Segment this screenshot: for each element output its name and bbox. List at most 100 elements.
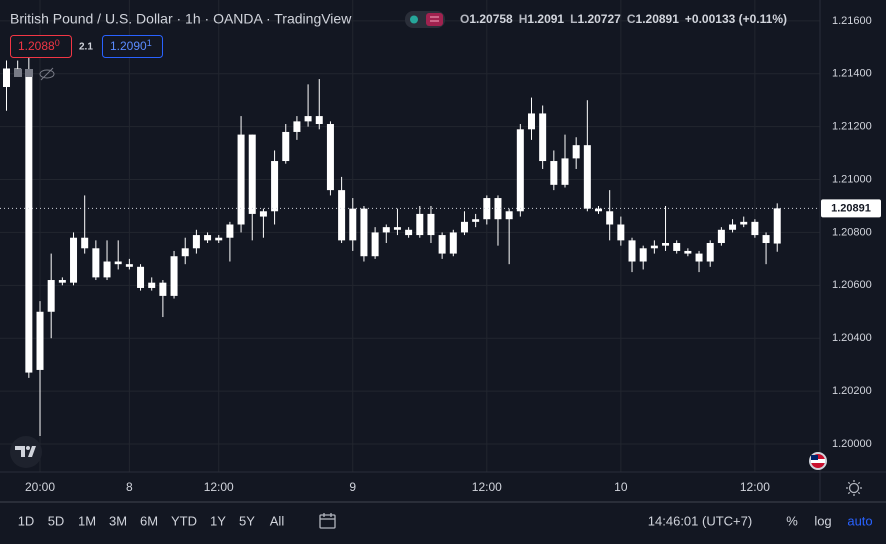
candle-body — [572, 145, 580, 159]
candle-body — [650, 245, 658, 249]
candle-body — [673, 243, 681, 251]
candle-body — [192, 235, 200, 249]
candle-body — [740, 221, 748, 225]
candle-body — [717, 229, 725, 244]
auto-toggle[interactable]: auto — [847, 513, 872, 528]
candle-body — [527, 113, 535, 130]
sell-main: 1.2088 — [18, 39, 55, 53]
candle-body — [550, 161, 558, 185]
ohlc-label: L — [570, 12, 577, 26]
candle-body — [58, 280, 66, 283]
candle-body — [25, 73, 33, 373]
candle-body — [751, 221, 759, 236]
range-button[interactable]: 6M — [140, 513, 158, 528]
candle-body — [148, 282, 156, 288]
candle-body — [293, 121, 301, 132]
y-tick-label: 1.21200 — [832, 121, 872, 133]
range-button[interactable]: 1Y — [210, 513, 226, 528]
candle-body — [639, 248, 647, 262]
candle-body — [338, 190, 346, 241]
log-toggle[interactable]: log — [814, 513, 831, 528]
percent-toggle[interactable]: % — [786, 513, 798, 528]
candle-body — [460, 221, 468, 233]
ohlc-change: +0.00133 (+0.11%) — [685, 12, 787, 26]
candle-body — [539, 113, 547, 162]
ohlc-label: H — [519, 12, 528, 26]
range-button[interactable]: 1D — [18, 513, 35, 528]
candle-body — [304, 116, 312, 122]
candle-body — [114, 261, 122, 265]
sell-price: 1.20880 — [18, 38, 60, 53]
candles — [3, 57, 781, 437]
candle-body — [170, 256, 178, 296]
candle-body — [628, 240, 636, 262]
candle-body — [393, 227, 401, 230]
range-button[interactable]: 5D — [48, 513, 65, 528]
tradingview-logo[interactable] — [10, 436, 42, 468]
y-tick-label: 1.20000 — [832, 438, 872, 450]
candle-body — [416, 213, 424, 236]
candle-body — [248, 134, 256, 214]
y-tick-label: 1.20200 — [832, 385, 872, 397]
candle-body — [617, 224, 625, 241]
range-button[interactable]: YTD — [171, 513, 197, 528]
x-tick-label: 12:00 — [204, 480, 234, 494]
ohlc-label: O — [460, 12, 469, 26]
buy-pip: 1 — [147, 38, 152, 48]
candle-body — [561, 158, 569, 185]
settings-icon[interactable] — [846, 480, 862, 496]
candle-body — [92, 248, 100, 278]
range-button[interactable]: 3M — [109, 513, 127, 528]
candle-body — [326, 124, 334, 191]
x-tick-label: 9 — [349, 480, 356, 494]
candle-body — [438, 235, 446, 254]
candle-body — [237, 134, 245, 225]
sell-button[interactable]: 1.20880 — [10, 35, 72, 58]
ohlc-value: 1.2091 — [527, 12, 564, 26]
candle-body — [181, 248, 189, 257]
buy-button[interactable]: 1.20901 — [102, 35, 163, 58]
candle-body — [583, 145, 591, 209]
candle-body — [159, 282, 167, 296]
x-tick-label: 10 — [614, 480, 628, 494]
date-range-icon[interactable] — [319, 513, 336, 529]
symbol-title: British Pound / U.S. Dollar · 1h · OANDA… — [10, 11, 352, 27]
candle-body — [505, 211, 513, 220]
candle-body — [282, 131, 290, 162]
x-tick-label: 12:00 — [472, 480, 502, 494]
y-tick-label: 1.20800 — [832, 226, 872, 238]
last-price-label: 1.20891 — [831, 202, 871, 214]
candle-body — [382, 227, 390, 233]
buy-price: 1.20901 — [110, 38, 152, 53]
sell-pip: 0 — [55, 38, 60, 48]
indicator-toggle[interactable] — [405, 11, 445, 28]
candle-body — [405, 229, 413, 236]
candle-body — [349, 208, 357, 241]
flag-icon[interactable] — [809, 452, 827, 470]
y-tick-label: 1.21400 — [832, 68, 872, 80]
candle-body — [729, 224, 737, 230]
range-button[interactable]: All — [270, 513, 285, 528]
candle-body — [137, 266, 145, 288]
candle-body — [204, 235, 212, 241]
candle-body — [706, 243, 714, 262]
buy-main: 1.2090 — [110, 39, 147, 53]
candle-body — [684, 250, 692, 254]
candle-body — [662, 243, 670, 246]
y-tick-label: 1.21600 — [832, 15, 872, 27]
candle-body — [271, 161, 279, 212]
candle-body — [494, 198, 502, 220]
hide-icons[interactable] — [14, 67, 55, 81]
candle-body — [695, 253, 703, 262]
clock: 14:46:01 (UTC+7) — [648, 513, 752, 528]
ohlc-value: 1.20891 — [636, 12, 680, 26]
ohlc-value: 1.20758 — [469, 12, 513, 26]
range-button[interactable]: 5Y — [239, 513, 255, 528]
ohlc-value: 1.20727 — [577, 12, 621, 26]
range-button[interactable]: 1M — [78, 513, 96, 528]
range-buttons: 1D 5D 1M 3M 6M YTD 1Y 5Y All — [18, 513, 285, 528]
candle-body — [226, 224, 234, 238]
y-tick-label: 1.20400 — [832, 332, 872, 344]
candle-body — [36, 311, 44, 370]
